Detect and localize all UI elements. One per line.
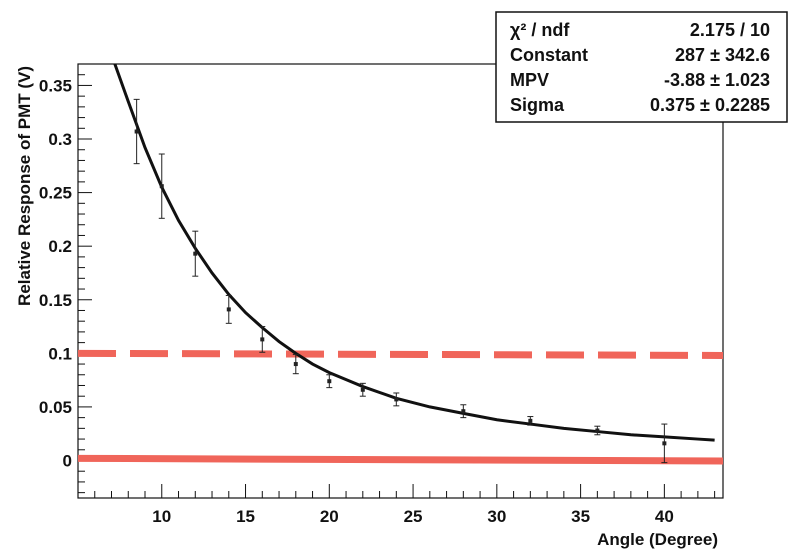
data-points: [133, 98, 668, 464]
fit-curve: [113, 64, 715, 442]
x-tick-label: 35: [571, 507, 590, 526]
data-point: [326, 374, 333, 389]
data-point: [259, 326, 266, 353]
data-point: [527, 416, 534, 426]
x-tick-label: 25: [404, 507, 423, 526]
x-axis-title: Angle (Degree): [597, 530, 718, 549]
data-point: [292, 353, 299, 375]
stats-label-constant: Constant: [510, 45, 588, 65]
point-marker: [226, 307, 231, 312]
x-tick-label: 40: [655, 507, 674, 526]
stats-value-sigma: 0.375 ± 0.2285: [650, 95, 770, 115]
y-tick-label: 0.35: [39, 76, 72, 95]
point-marker: [528, 418, 533, 423]
stats-value-chi2: 2.175 / 10: [690, 20, 770, 40]
y-tick-label: 0.05: [39, 398, 72, 417]
threshold-dashed-line: [78, 349, 723, 359]
x-tick-label: 15: [236, 507, 255, 526]
data-point: [158, 153, 165, 219]
y-axis-title: Relative Response of PMT (V): [15, 66, 34, 306]
data-point: [393, 392, 400, 407]
stats-box-frame: [495, 11, 788, 123]
y-tick-label: 0.25: [39, 184, 72, 203]
reference-lines: [78, 349, 723, 465]
data-point: [192, 230, 199, 277]
point-marker: [260, 337, 265, 342]
data-point: [133, 98, 140, 165]
stats-value-mpv: -3.88 ± 1.023: [664, 70, 770, 90]
point-marker: [360, 387, 365, 392]
plot-frame: [77, 63, 724, 499]
y-axis-ticks: 0 0.05 0.1 0.15 0.2 0.25 0.3 0.35: [39, 63, 92, 494]
point-marker: [461, 409, 466, 414]
data-point: [460, 404, 467, 419]
baseline-solid-line: [78, 454, 723, 465]
y-tick-label: 0.2: [48, 237, 72, 256]
x-axis-ticks: 10 15 20 25 30 35 40: [94, 484, 716, 526]
data-point: [225, 294, 232, 324]
y-tick-label: 0.1: [48, 344, 72, 363]
stats-value-constant: 287 ± 342.6: [675, 45, 770, 65]
x-tick-label: 10: [152, 507, 171, 526]
y-tick-label: 0.15: [39, 291, 72, 310]
stats-box: χ² / ndf 2.175 / 10 Constant 287 ± 342.6…: [495, 11, 788, 123]
y-tick-label: 0.3: [48, 130, 72, 149]
point-marker: [134, 129, 139, 134]
point-marker: [327, 379, 332, 384]
stats-label-mpv: MPV: [510, 70, 549, 90]
point-marker: [595, 428, 600, 433]
x-tick-label: 30: [487, 507, 506, 526]
point-marker: [662, 441, 667, 446]
stats-label-sigma: Sigma: [510, 95, 565, 115]
point-marker: [394, 397, 399, 402]
data-point: [359, 382, 366, 397]
point-marker: [159, 184, 164, 189]
x-tick-label: 20: [320, 507, 339, 526]
y-tick-label: 0: [63, 451, 72, 470]
point-marker: [293, 362, 298, 367]
data-point: [661, 423, 668, 464]
data-point: [594, 425, 601, 436]
point-marker: [193, 251, 198, 256]
stats-label-chi2: χ² / ndf: [510, 20, 570, 40]
